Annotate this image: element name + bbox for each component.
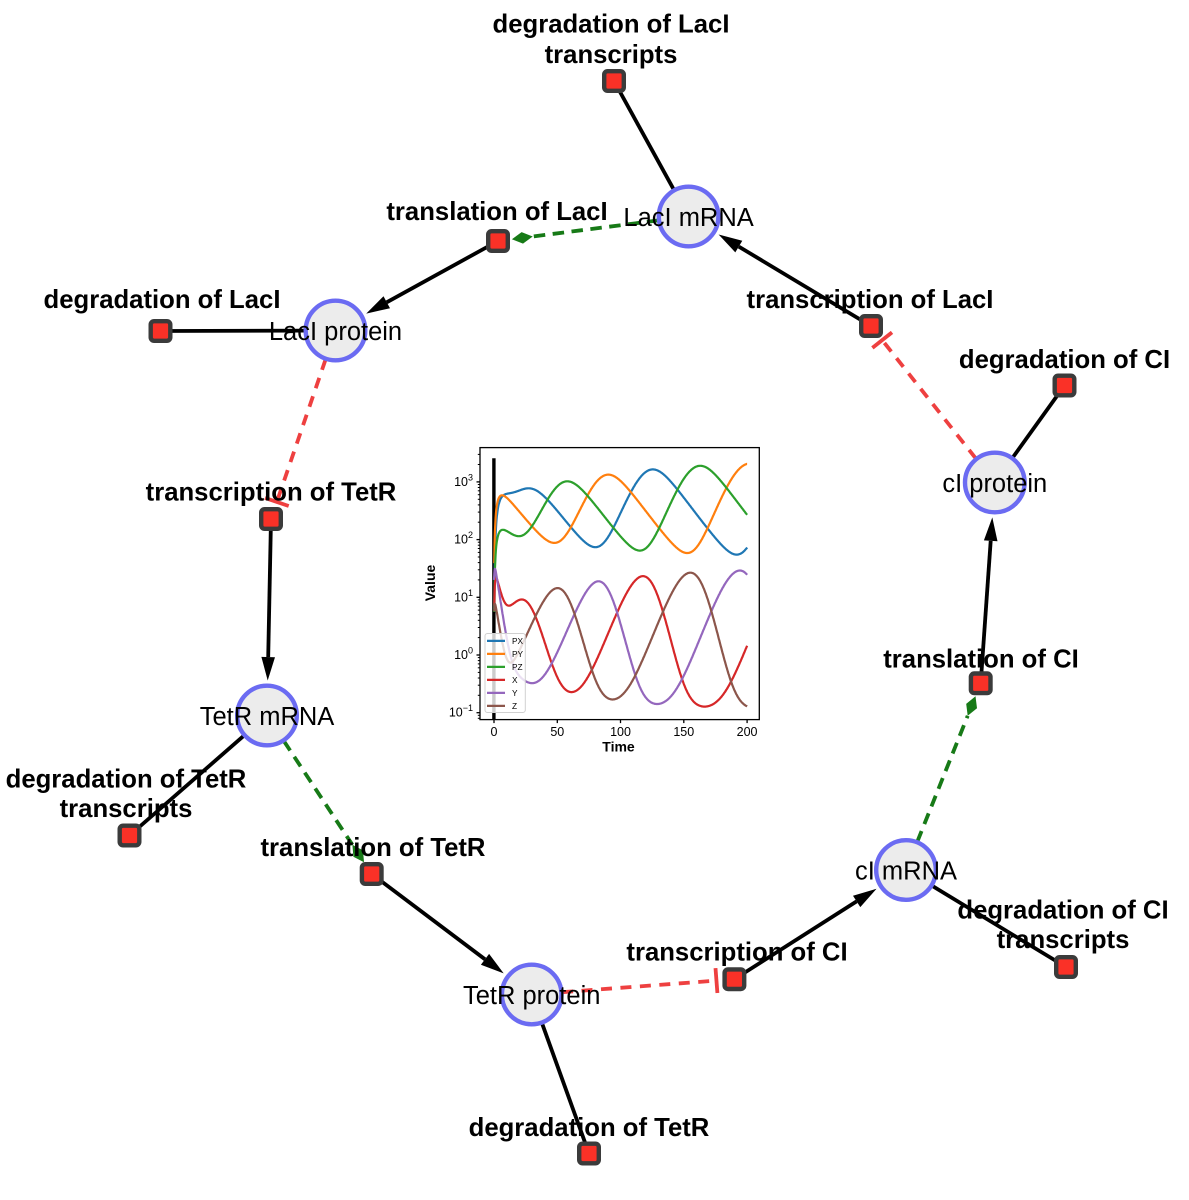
- svg-text:Z: Z: [512, 701, 517, 711]
- svg-text:PZ: PZ: [512, 662, 523, 672]
- svg-text:transcription of CI: transcription of CI: [626, 939, 847, 967]
- svg-text:Y: Y: [512, 688, 518, 698]
- svg-text:cI mRNA: cI mRNA: [855, 858, 957, 886]
- svg-text:translation of CI: translation of CI: [883, 646, 1079, 674]
- svg-text:Value: Value: [422, 565, 438, 602]
- svg-text:X: X: [512, 675, 518, 685]
- svg-text:150: 150: [673, 725, 694, 739]
- svg-text:0: 0: [491, 725, 498, 739]
- svg-text:TetR protein: TetR protein: [463, 982, 601, 1010]
- svg-text:LacI mRNA: LacI mRNA: [623, 204, 753, 232]
- svg-text:translation of TetR: translation of TetR: [260, 834, 485, 862]
- svg-text:PY: PY: [512, 649, 524, 659]
- svg-text:200: 200: [737, 725, 758, 739]
- svg-text:cI protein: cI protein: [942, 470, 1047, 498]
- svg-text:degradation of LacI: degradation of LacI: [493, 10, 730, 38]
- svg-text:degradation of CI: degradation of CI: [957, 896, 1168, 924]
- svg-text:50: 50: [550, 725, 564, 739]
- svg-text:transcripts: transcripts: [545, 41, 678, 69]
- svg-text:PX: PX: [512, 636, 524, 646]
- svg-text:transcripts: transcripts: [997, 926, 1130, 954]
- svg-text:degradation of TetR: degradation of TetR: [6, 766, 247, 794]
- svg-text:Time: Time: [602, 739, 635, 755]
- svg-text:degradation of TetR: degradation of TetR: [469, 1114, 710, 1142]
- svg-text:100: 100: [610, 725, 631, 739]
- svg-text:transcripts: transcripts: [60, 795, 193, 823]
- svg-text:translation of LacI: translation of LacI: [386, 198, 607, 226]
- svg-text:degradation of CI: degradation of CI: [959, 346, 1170, 374]
- svg-text:transcription of LacI: transcription of LacI: [747, 286, 994, 314]
- svg-text:transcription of TetR: transcription of TetR: [146, 479, 397, 507]
- svg-text:TetR mRNA: TetR mRNA: [200, 703, 335, 731]
- svg-text:degradation of LacI: degradation of LacI: [44, 286, 281, 314]
- svg-text:LacI protein: LacI protein: [269, 318, 402, 346]
